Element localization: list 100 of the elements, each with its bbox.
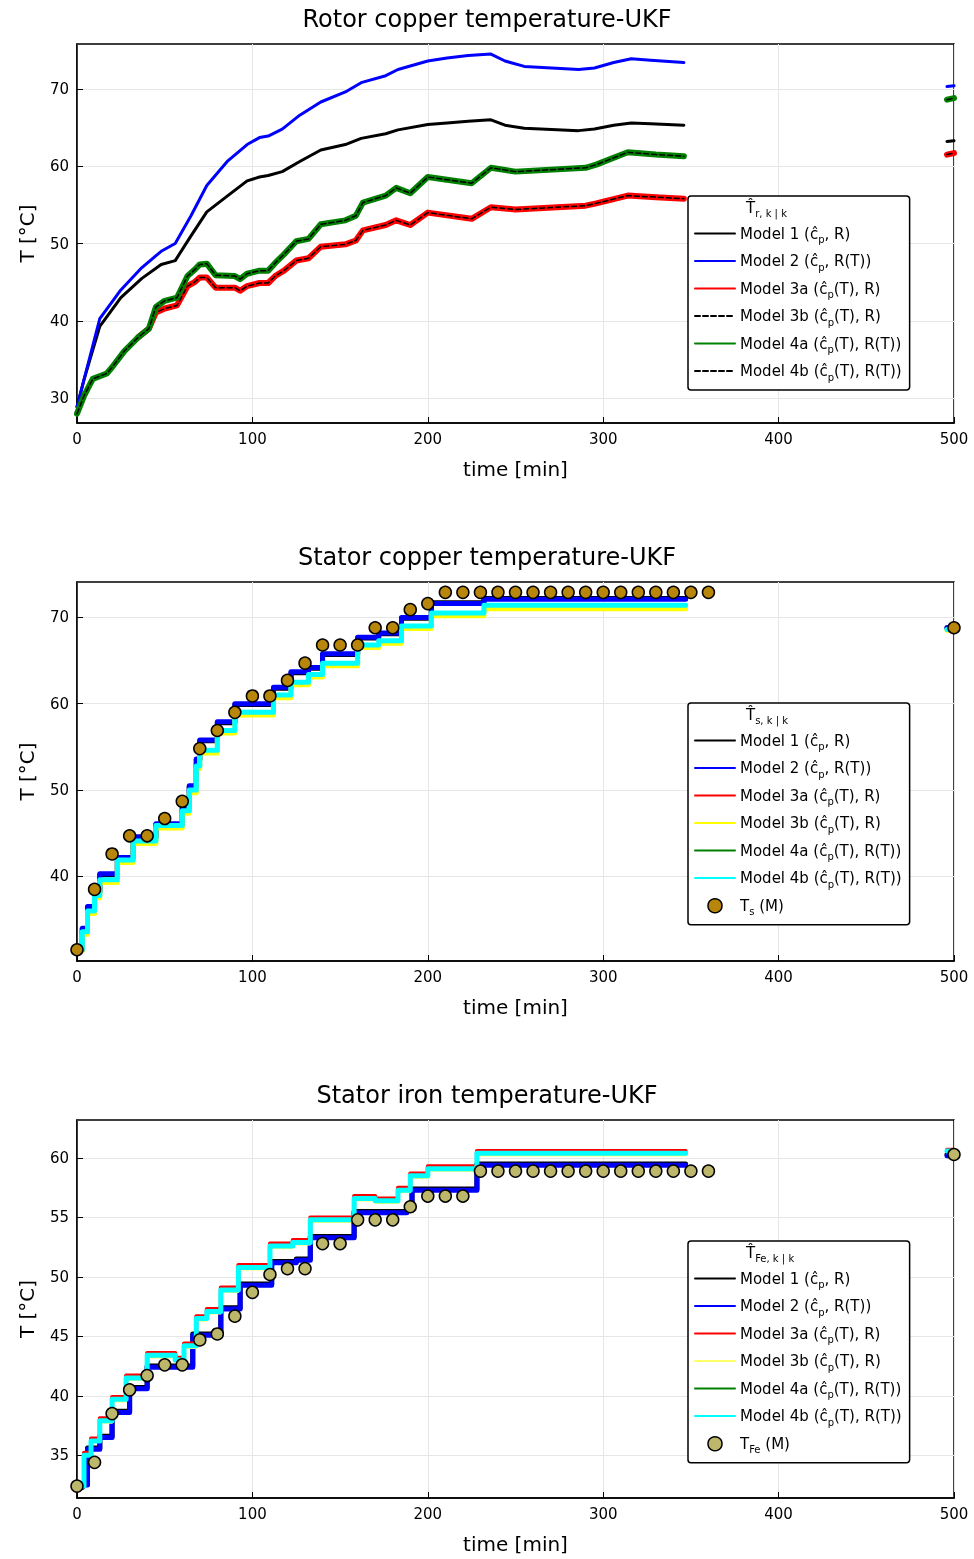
point xyxy=(403,602,418,617)
point xyxy=(157,1358,172,1372)
x-tick-label: 500 xyxy=(939,429,969,448)
point xyxy=(175,1358,189,1372)
point xyxy=(701,1164,716,1178)
point xyxy=(245,1285,260,1300)
point xyxy=(456,585,470,600)
point xyxy=(385,621,400,635)
x-tick-label: 500 xyxy=(939,1504,969,1523)
y-tick-label: 50 xyxy=(49,1267,69,1286)
point xyxy=(456,1189,470,1203)
x-tick-label: 400 xyxy=(764,967,793,986)
x-tick-label: 200 xyxy=(413,1504,443,1523)
point xyxy=(157,811,172,826)
point xyxy=(666,585,681,600)
point xyxy=(526,585,540,600)
point xyxy=(684,1164,698,1178)
x-tick-label: 100 xyxy=(238,967,267,986)
point xyxy=(543,1164,558,1178)
point xyxy=(228,705,242,720)
chart-title: Stator copper temperature-UKF xyxy=(297,543,677,571)
point xyxy=(596,1164,610,1178)
point xyxy=(561,1164,575,1178)
point xyxy=(298,1261,312,1276)
x-tick-label: 0 xyxy=(72,1504,82,1523)
point xyxy=(245,689,260,703)
point xyxy=(578,1164,593,1178)
point xyxy=(526,1164,540,1178)
x-tick-label: 300 xyxy=(588,967,618,986)
y-tick-label: 60 xyxy=(49,694,69,713)
point xyxy=(701,585,716,600)
y-tick-label: 40 xyxy=(49,311,69,330)
y-tick-label: 40 xyxy=(49,1386,69,1405)
y-tick-label: 55 xyxy=(49,1208,69,1227)
point xyxy=(631,585,646,600)
point xyxy=(263,1267,277,1282)
point xyxy=(210,1327,225,1341)
point xyxy=(87,1455,102,1470)
point xyxy=(438,1189,453,1203)
y-tick-label: 35 xyxy=(49,1446,69,1465)
y-tick-label: 60 xyxy=(49,1149,69,1168)
x-tick-label: 300 xyxy=(588,1504,618,1523)
y-tick-label: 70 xyxy=(49,608,69,627)
x-axis-title: time [min] xyxy=(463,457,568,481)
point xyxy=(947,621,961,635)
point xyxy=(298,656,312,670)
point xyxy=(561,585,575,600)
point xyxy=(684,585,698,600)
y-axis-title: T [°C] xyxy=(15,742,39,802)
x-axis-title: time [min] xyxy=(463,995,568,1019)
y-axis-title: T [°C] xyxy=(15,1279,39,1340)
point xyxy=(421,596,435,611)
x-tick-label: 500 xyxy=(939,967,969,986)
x-axis-title: time [min] xyxy=(463,1532,568,1556)
point xyxy=(140,829,154,843)
point xyxy=(614,1164,628,1178)
point xyxy=(947,1147,961,1162)
point xyxy=(263,689,277,703)
point xyxy=(280,673,295,688)
point xyxy=(614,585,628,600)
x-tick-label: 200 xyxy=(413,967,443,986)
y-tick-label: 40 xyxy=(49,867,69,886)
point xyxy=(403,1200,418,1214)
point xyxy=(140,1368,154,1383)
y-tick-label: 50 xyxy=(49,234,69,253)
point xyxy=(333,1236,347,1251)
point xyxy=(228,1309,242,1323)
point xyxy=(649,585,663,600)
y-tick-label: 70 xyxy=(49,79,69,98)
point xyxy=(105,847,119,861)
point xyxy=(122,1383,137,1397)
point xyxy=(491,585,505,600)
point xyxy=(543,585,558,600)
y-tick-label: 30 xyxy=(49,389,69,408)
point xyxy=(666,1164,681,1178)
y-axis-title: T [°C] xyxy=(15,204,39,264)
point xyxy=(175,794,189,809)
point xyxy=(333,638,347,652)
point xyxy=(368,1213,382,1227)
point xyxy=(508,1164,523,1178)
point xyxy=(350,1213,365,1227)
point xyxy=(578,585,593,600)
point xyxy=(87,882,102,897)
x-tick-label: 300 xyxy=(588,429,618,448)
point xyxy=(70,1479,84,1493)
point xyxy=(350,638,365,652)
point xyxy=(631,1164,646,1178)
point xyxy=(105,1406,119,1421)
point xyxy=(385,1213,400,1227)
x-tick-label: 100 xyxy=(238,429,267,448)
point xyxy=(315,638,330,652)
x-tick-label: 400 xyxy=(764,429,793,448)
x-tick-label: 0 xyxy=(72,429,82,448)
point xyxy=(193,741,207,756)
point xyxy=(280,1261,295,1276)
point xyxy=(210,723,225,738)
point xyxy=(596,585,610,600)
chart-title: Rotor copper temperature-UKF xyxy=(302,5,672,33)
point xyxy=(315,1236,330,1251)
point xyxy=(508,585,523,600)
